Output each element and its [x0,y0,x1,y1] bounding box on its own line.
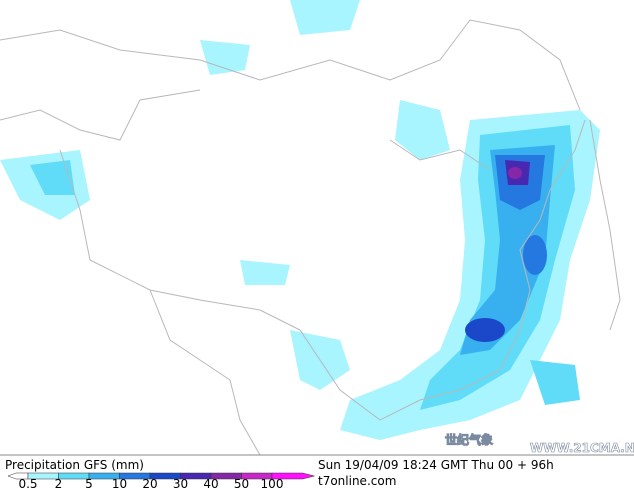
footer-bg [0,455,634,490]
legend-label: 0.5 [18,477,37,490]
rain-area [530,360,580,405]
rain-area [290,0,360,35]
legend-label: 10 [112,477,127,490]
legend-title: Precipitation GFS (mm) [5,458,144,472]
legend-label: 5 [85,477,93,490]
watermark-name: 世纪气象 [445,432,493,447]
legend-label: 2 [55,477,63,490]
border-line [149,289,261,456]
rain-area [30,160,75,195]
rain-area [508,167,522,179]
border-line [299,329,381,421]
watermark-url: WWW.21CMA.NET [530,441,634,455]
border-line [59,149,301,331]
source: t7online.com [318,474,396,488]
precipitation [0,0,600,440]
borders [0,19,621,456]
coast-line [379,119,586,421]
legend-swatch [271,472,315,480]
legend-label: 30 [173,477,188,490]
legend-label: 20 [142,477,157,490]
border-line [0,89,201,141]
legend-label: 50 [234,477,249,490]
rain-area [523,235,547,275]
legend-label: 40 [203,477,218,490]
rain-area [395,100,450,160]
rain-area [240,260,290,285]
border-line [0,19,581,111]
border-line [589,119,621,331]
timestamp: Sun 19/04/09 18:24 GMT Thu 00 + 96h [318,458,554,472]
rain-area [200,40,250,75]
legend-label: 100 [261,477,284,490]
rain-area [465,318,505,342]
border-line [389,139,491,171]
